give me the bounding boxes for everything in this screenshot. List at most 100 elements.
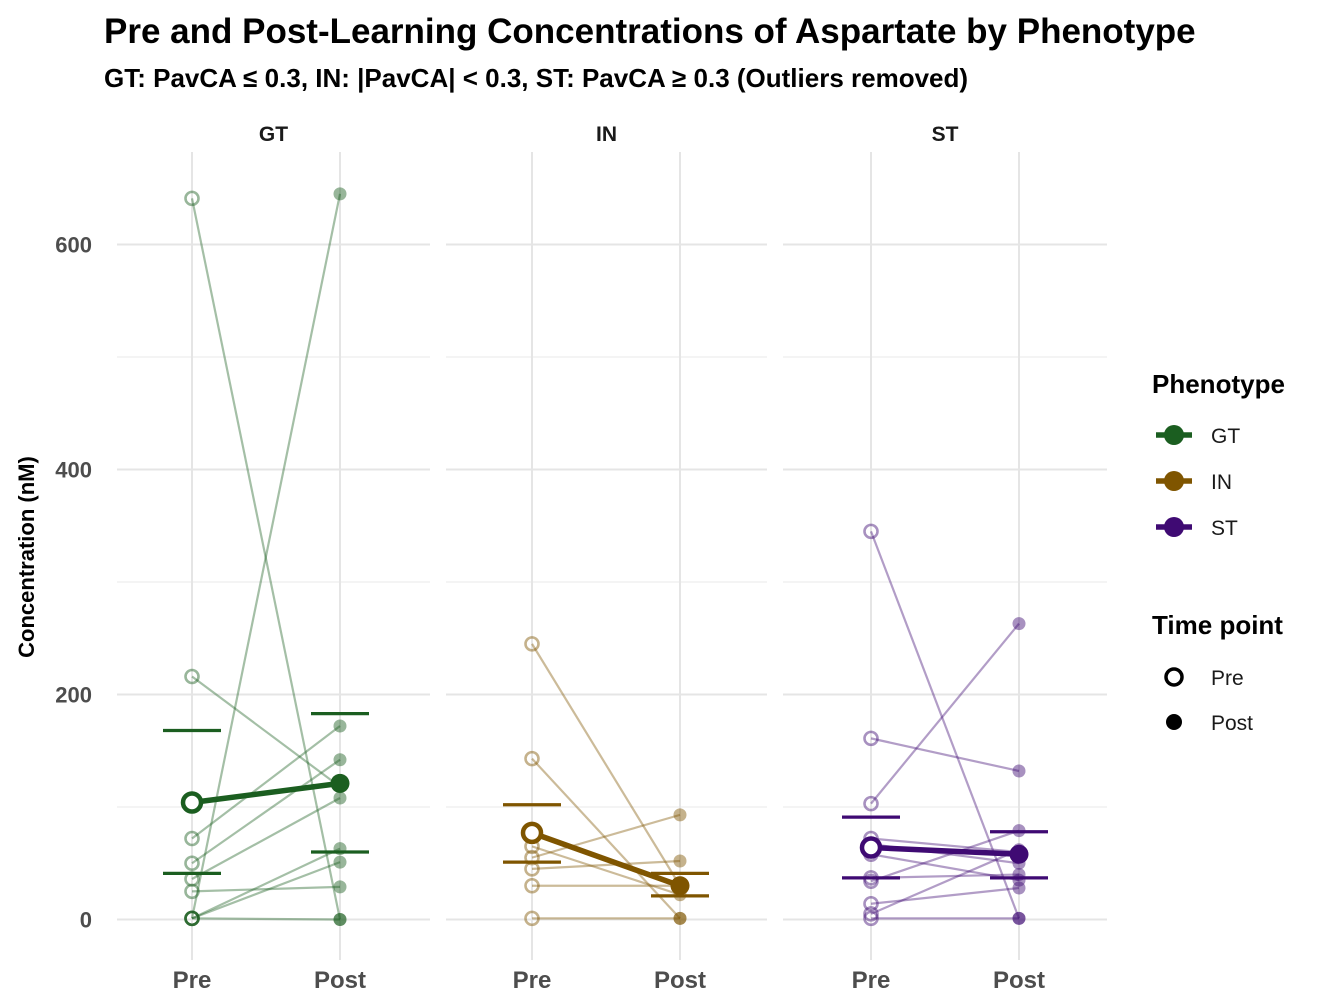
post-point xyxy=(673,808,687,822)
pre-point xyxy=(184,668,200,685)
pre-point xyxy=(184,910,200,927)
subject-line xyxy=(191,797,341,880)
post-point xyxy=(333,719,347,733)
subject-line xyxy=(191,758,341,865)
legend-title-timepoint: Time point xyxy=(1152,610,1283,640)
legend-key-post xyxy=(1166,714,1182,730)
subject-line xyxy=(531,859,681,870)
legend-key-pre xyxy=(1164,667,1184,687)
pre-point xyxy=(184,855,200,872)
pre-point xyxy=(524,877,540,894)
post-point xyxy=(1012,881,1026,895)
legend-label-phenotype: ST xyxy=(1211,517,1238,540)
subject-line xyxy=(531,643,681,887)
pre-point xyxy=(524,910,540,927)
x-tick-label: Post xyxy=(993,967,1045,994)
subject-line xyxy=(870,886,1020,905)
subject-line xyxy=(531,813,681,859)
subject-line xyxy=(870,853,1020,882)
legend-key-point xyxy=(1164,471,1184,491)
post-point xyxy=(673,911,687,925)
pre-point xyxy=(863,523,879,540)
mean-line xyxy=(870,844,1020,857)
subject-line xyxy=(191,847,341,920)
post-point xyxy=(333,913,347,926)
post-point xyxy=(333,791,347,805)
pre-point xyxy=(184,883,200,900)
subject-line xyxy=(870,829,1020,883)
post-point xyxy=(1012,911,1026,925)
panel-in: IN Pre Post xyxy=(446,123,767,994)
post-point xyxy=(1012,764,1026,778)
chart-subtitle: GT: PavCA ≤ 0.3, IN: |PavCA| < 0.3, ST: … xyxy=(104,63,968,93)
legend-key-point xyxy=(1164,517,1184,537)
y-tick-label: 400 xyxy=(55,458,92,483)
x-tick-label: Post xyxy=(314,967,366,994)
subject-line xyxy=(531,757,681,920)
legend: Phenotype GT IN ST Time point Pre Post xyxy=(1152,369,1285,735)
pre-point xyxy=(184,190,200,207)
post-point xyxy=(333,880,347,894)
post-point xyxy=(333,753,347,767)
post-point xyxy=(333,187,347,201)
strip-label: GT xyxy=(259,123,288,146)
mean-line xyxy=(191,780,341,806)
post-point xyxy=(1012,911,1026,925)
pre-point xyxy=(863,895,879,912)
subject-line xyxy=(191,885,341,893)
pre-point xyxy=(863,906,879,922)
subject-line xyxy=(190,198,342,920)
post-point xyxy=(673,911,687,925)
subject-line xyxy=(870,837,1020,854)
pre-point xyxy=(863,910,879,927)
pre-point xyxy=(524,636,540,652)
x-tick-label: Pre xyxy=(513,967,552,994)
subject-line xyxy=(870,622,1020,805)
mean-line xyxy=(531,830,681,889)
subject-line xyxy=(870,848,1020,915)
legend-label-timepoint: Post xyxy=(1211,712,1253,735)
legend-key-point xyxy=(1164,425,1184,445)
y-axis-title: Concentration (nM) xyxy=(14,456,39,658)
legend-title-phenotype: Phenotype xyxy=(1152,369,1285,399)
x-tick-label: Post xyxy=(654,967,706,994)
pre-point xyxy=(184,830,200,847)
subject-line xyxy=(191,675,341,788)
pre-point xyxy=(863,873,879,890)
legend-label-phenotype: IN xyxy=(1211,471,1232,494)
pre-point xyxy=(184,910,200,927)
subject-line xyxy=(531,845,681,896)
y-tick-label: 600 xyxy=(55,233,92,258)
post-point xyxy=(333,913,347,926)
y-tick-label: 200 xyxy=(55,683,92,708)
pre-point xyxy=(524,849,540,866)
legend-label-timepoint: Pre xyxy=(1211,667,1244,690)
strip-label: ST xyxy=(932,123,959,146)
panel-gt: GT Pre Post xyxy=(117,123,430,994)
subject-line xyxy=(870,737,1020,773)
subject-line xyxy=(191,861,341,920)
mean-pre-point xyxy=(520,821,544,845)
subject-line xyxy=(191,917,341,921)
y-tick-label: 0 xyxy=(80,908,92,933)
pre-point xyxy=(863,795,879,812)
post-point xyxy=(1012,617,1026,631)
legend-label-phenotype: GT xyxy=(1211,425,1240,448)
x-tick-label: Pre xyxy=(173,967,212,994)
pre-point xyxy=(524,750,540,767)
mean-pre-point xyxy=(859,836,883,859)
mean-post-point xyxy=(330,773,350,793)
mean-post-point xyxy=(670,876,690,896)
post-point xyxy=(673,854,687,868)
pre-point xyxy=(184,910,200,927)
x-tick-label: Pre xyxy=(852,967,891,994)
facet-panels: GT Pre Post IN Pre Post ST Pre Post 0 200 400 600 xyxy=(55,123,1107,994)
panel-st: ST Pre Post xyxy=(783,123,1107,994)
pre-point xyxy=(863,730,879,747)
subject-line xyxy=(191,725,341,840)
chart-title: Pre and Post-Learning Concentrations of … xyxy=(104,12,1196,51)
mean-post-point xyxy=(1009,844,1029,864)
pre-point xyxy=(184,910,200,927)
post-point xyxy=(333,855,347,869)
